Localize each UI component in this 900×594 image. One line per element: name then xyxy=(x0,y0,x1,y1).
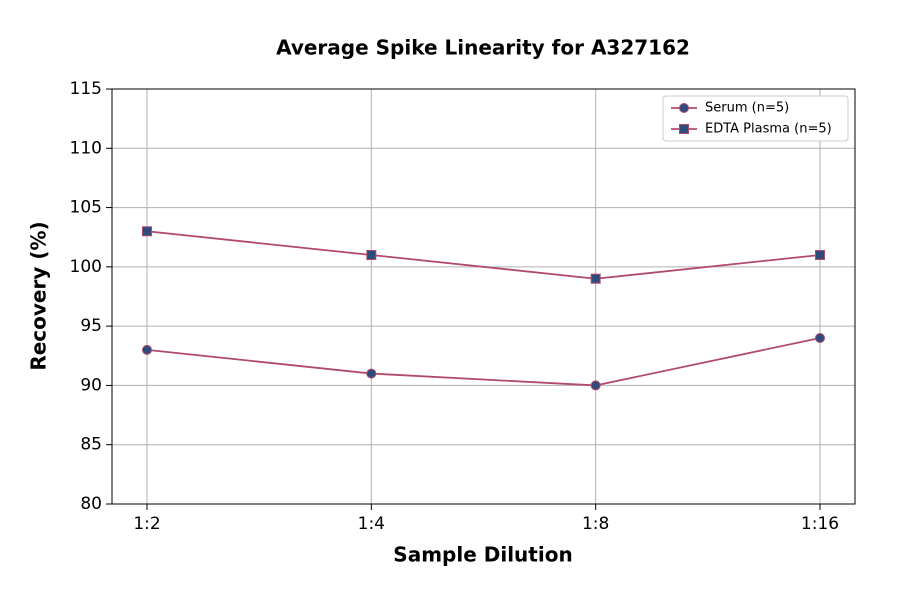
y-tick-label: 80 xyxy=(80,494,102,514)
y-tick-label: 110 xyxy=(70,138,102,158)
marker xyxy=(366,368,377,379)
marker xyxy=(142,226,152,237)
plot-frame xyxy=(111,88,856,505)
y-tick-label: 115 xyxy=(70,79,102,99)
marker xyxy=(142,344,152,355)
y-tick-label: 90 xyxy=(80,375,102,395)
marker xyxy=(815,250,825,260)
legend-box xyxy=(662,95,849,142)
legend-label: EDTA Plasma (n=5) xyxy=(705,122,832,137)
y-tick-label: 95 xyxy=(80,316,102,336)
x-tick-label: 1:4 xyxy=(358,514,385,534)
marker xyxy=(590,273,601,284)
y-tick-label: 85 xyxy=(80,435,102,455)
y-tick-label: 100 xyxy=(70,257,102,277)
series-line xyxy=(146,337,821,387)
marker xyxy=(366,250,377,260)
x-tick-label: 1:8 xyxy=(582,514,609,534)
marker xyxy=(815,333,825,343)
y-tick-label: 105 xyxy=(70,198,102,218)
marker xyxy=(679,103,689,113)
x-axis-label: Sample Dilution xyxy=(393,543,572,567)
x-tick-label: 1:16 xyxy=(801,514,839,534)
marker xyxy=(590,380,601,391)
y-axis-label: Recovery (%) xyxy=(27,221,51,370)
x-tick-label: 1:2 xyxy=(133,514,160,534)
series-line xyxy=(146,230,821,280)
marker xyxy=(679,124,689,134)
chart-title: Average Spike Linearity for A327162 xyxy=(276,36,690,60)
legend-label: Serum (n=5) xyxy=(705,101,789,116)
